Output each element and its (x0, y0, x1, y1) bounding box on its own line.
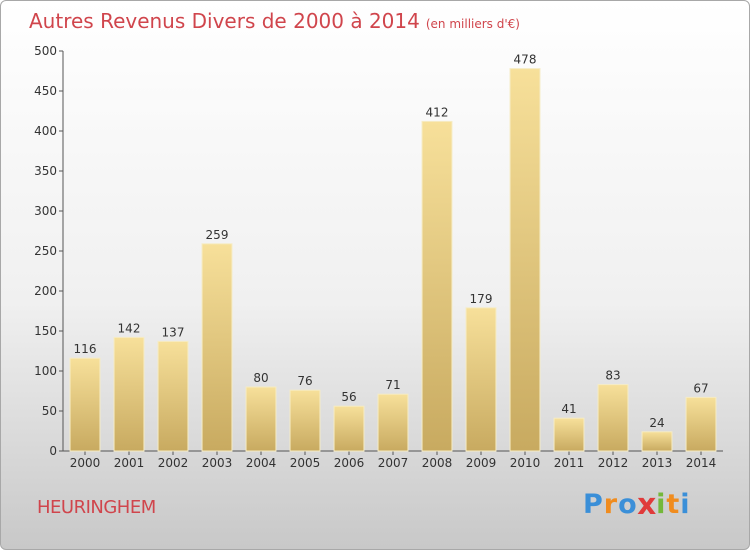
y-tick-label: 400 (34, 124, 57, 138)
bar (553, 417, 585, 452)
chart-title: Autres Revenus Divers de 2000 à 2014 (en … (29, 9, 520, 33)
bar (509, 68, 541, 452)
x-tick-label: 2004 (246, 456, 277, 470)
bar (245, 386, 277, 452)
bar (157, 340, 189, 452)
x-tick-label: 2006 (334, 456, 365, 470)
x-tick-label: 2012 (598, 456, 629, 470)
y-tick-label: 150 (34, 324, 57, 338)
x-tick-label: 2002 (158, 456, 189, 470)
logo-letter: t (666, 489, 681, 520)
y-tick-label: 100 (34, 364, 57, 378)
bar-value-label: 24 (649, 416, 664, 430)
x-tick-label: 2005 (290, 456, 321, 470)
bar (201, 243, 233, 452)
bar-value-label: 67 (693, 381, 708, 395)
bar (69, 357, 101, 452)
bar (641, 431, 673, 452)
y-tick-label: 300 (34, 204, 57, 218)
y-tick-label: 50 (42, 404, 57, 418)
x-tick-label: 2007 (378, 456, 409, 470)
bar-value-label: 142 (118, 321, 141, 335)
bar-value-label: 179 (470, 292, 493, 306)
logo-letter: x (636, 487, 658, 522)
logo-letter: P (583, 489, 604, 520)
bar-value-label: 56 (341, 390, 356, 404)
y-tick-label: 450 (34, 84, 57, 98)
bar-value-label: 41 (561, 402, 576, 416)
logo-letter: o (618, 489, 638, 520)
chart-axes: 0 50 100 150 200 250 300 350 400 450 500 2000 2001 20… (34, 44, 723, 470)
x-tick-label: 2003 (202, 456, 233, 470)
bar (333, 405, 365, 452)
x-tick-label: 2014 (686, 456, 717, 470)
bar (113, 336, 145, 452)
chart-labels: 116 142 137 259 80 76 56 71 412 179 478 41 83 24 67 (74, 53, 709, 430)
bar-value-label: 259 (206, 228, 229, 242)
logo-letter: i (656, 489, 667, 520)
y-tick-label: 250 (34, 244, 57, 258)
bar-value-label: 71 (385, 378, 400, 392)
bar (597, 384, 629, 452)
y-tick-label: 500 (34, 44, 57, 58)
chart-unit-note: (en milliers d'€) (425, 17, 520, 31)
chart-bars (69, 68, 717, 452)
y-tick-label: 200 (34, 284, 57, 298)
x-tick-label: 2011 (554, 456, 585, 470)
x-tick-label: 2000 (70, 456, 101, 470)
location-label: HEURINGHEM (37, 497, 156, 518)
bar-value-label: 76 (297, 374, 312, 388)
bar (377, 393, 409, 452)
bar-value-label: 80 (253, 371, 268, 385)
bar (685, 396, 717, 452)
x-tick-label: 2008 (422, 456, 453, 470)
bar-value-label: 478 (514, 53, 537, 67)
x-tick-label: 2010 (510, 456, 541, 470)
x-tick-label: 2001 (114, 456, 145, 470)
chart-title-text: Autres Revenus Divers de 2000 à 2014 (29, 9, 420, 33)
bar (465, 307, 497, 452)
bar-value-label: 412 (426, 105, 449, 119)
bar (289, 389, 321, 452)
logo-letter: i (680, 489, 691, 520)
logo-letter: r (603, 489, 619, 520)
bar-value-label: 116 (74, 342, 97, 356)
x-tick-label: 2009 (466, 456, 497, 470)
proxiti-logo: Proxiti (583, 487, 691, 522)
y-tick-label: 350 (34, 164, 57, 178)
bar-value-label: 83 (605, 369, 620, 383)
bar (421, 120, 453, 452)
y-tick-label: 0 (49, 444, 57, 458)
bar-value-label: 137 (162, 325, 185, 339)
x-tick-label: 2013 (642, 456, 673, 470)
